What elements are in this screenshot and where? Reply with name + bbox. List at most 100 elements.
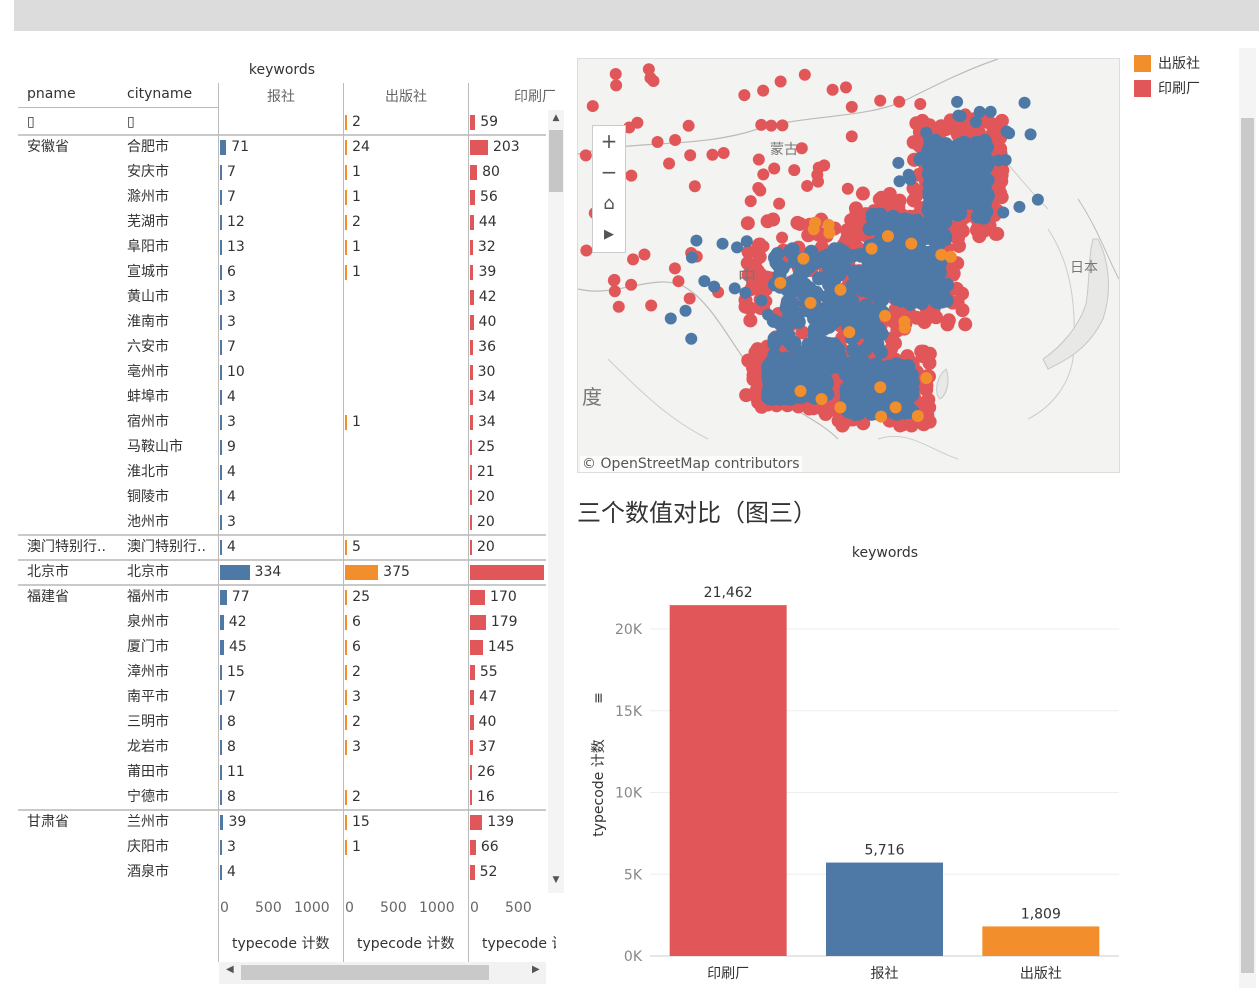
map-point[interactable] xyxy=(679,304,692,317)
map-point[interactable] xyxy=(815,312,830,327)
count-bar[interactable] xyxy=(470,390,473,405)
map-point[interactable] xyxy=(785,296,800,311)
map-point[interactable] xyxy=(819,355,834,370)
map-point[interactable] xyxy=(790,309,805,324)
map-point[interactable] xyxy=(879,309,892,322)
count-bar[interactable] xyxy=(345,240,347,255)
map-point[interactable] xyxy=(784,354,799,369)
table-row[interactable]: 莆田市 11 26 xyxy=(18,760,546,785)
count-bar[interactable] xyxy=(470,490,472,505)
map-point[interactable] xyxy=(946,266,961,281)
map-point[interactable] xyxy=(638,248,651,261)
map-point[interactable] xyxy=(731,241,744,254)
map-point[interactable] xyxy=(786,274,801,289)
map-point[interactable] xyxy=(895,417,910,432)
map-point[interactable] xyxy=(904,294,919,309)
map-point[interactable] xyxy=(814,302,829,317)
map-point[interactable] xyxy=(682,119,695,132)
map-point[interactable] xyxy=(776,231,789,244)
map-point[interactable] xyxy=(897,380,912,395)
table-row[interactable]: 宿州市 3 1 34 xyxy=(18,410,546,435)
map-point[interactable] xyxy=(688,180,701,193)
table-row[interactable]: 南平市 7 3 47 xyxy=(18,685,546,710)
map-point[interactable] xyxy=(818,159,831,172)
scroll-up-arrow-icon[interactable]: ▲ xyxy=(552,113,560,123)
axis-title[interactable]: typecode 计数 xyxy=(357,936,455,952)
table-row[interactable]: 澳门特别行.. 澳门特别行.. 4 5 20 xyxy=(18,535,546,560)
map-point[interactable] xyxy=(893,175,906,188)
map-point[interactable] xyxy=(934,185,947,198)
map-point[interactable] xyxy=(942,147,957,162)
count-bar[interactable] xyxy=(470,365,473,380)
count-bar[interactable] xyxy=(345,815,347,830)
map-point[interactable] xyxy=(941,313,956,328)
scroll-down-arrow-icon[interactable]: ▼ xyxy=(552,875,560,885)
table-row[interactable]: 池州市 3 20 xyxy=(18,510,546,535)
map-point[interactable] xyxy=(990,226,1005,241)
count-bar[interactable] xyxy=(220,615,224,630)
table-row[interactable]: 蚌埠市 4 34 xyxy=(18,385,546,410)
count-bar[interactable] xyxy=(470,265,474,280)
measure-header-baoshe[interactable]: 报社 xyxy=(267,89,295,105)
map-point[interactable] xyxy=(755,294,768,307)
count-bar[interactable] xyxy=(220,690,222,705)
map-point[interactable] xyxy=(950,207,965,222)
map-point[interactable] xyxy=(807,328,822,343)
count-bar[interactable] xyxy=(220,790,222,805)
map-attribution[interactable]: © OpenStreetMap contributors xyxy=(580,456,802,472)
map-point[interactable] xyxy=(859,298,874,313)
map-point[interactable] xyxy=(755,118,768,131)
map-point[interactable] xyxy=(973,105,986,118)
count-bar[interactable] xyxy=(345,790,347,805)
map-point[interactable] xyxy=(767,250,782,265)
map-point[interactable] xyxy=(773,197,786,210)
count-bar[interactable] xyxy=(470,440,473,455)
count-bar[interactable] xyxy=(220,365,222,380)
map-point[interactable] xyxy=(909,310,924,325)
map-point[interactable] xyxy=(856,379,871,394)
count-bar[interactable] xyxy=(345,415,347,430)
map-point[interactable] xyxy=(928,259,943,274)
count-bar[interactable] xyxy=(220,765,222,780)
map-point[interactable] xyxy=(1013,200,1026,213)
map-point[interactable] xyxy=(871,340,886,355)
map-point[interactable] xyxy=(669,134,682,147)
count-bar[interactable] xyxy=(345,565,379,580)
map-point[interactable] xyxy=(1018,96,1031,109)
count-bar[interactable] xyxy=(220,415,222,430)
count-bar[interactable] xyxy=(220,540,222,555)
map-point[interactable] xyxy=(728,282,741,295)
map-point[interactable] xyxy=(978,191,991,204)
map-point[interactable] xyxy=(892,156,905,169)
measure-header-yinshuachang[interactable]: 印刷厂 xyxy=(514,89,556,105)
count-bar[interactable] xyxy=(220,240,222,255)
map-point[interactable] xyxy=(931,295,946,310)
table-row[interactable]: 酒泉市 4 52 xyxy=(18,860,546,885)
map-point[interactable] xyxy=(763,391,778,406)
table-row[interactable]: 宁德市 8 2 16 xyxy=(18,785,546,810)
legend-item-yinshuachang[interactable]: 印刷厂 xyxy=(1134,79,1200,104)
map-point[interactable] xyxy=(889,271,904,286)
map-point[interactable] xyxy=(774,276,787,289)
map-point[interactable] xyxy=(834,283,847,296)
table-row[interactable]: 厦门市 45 6 145 xyxy=(18,635,546,660)
map-point[interactable] xyxy=(902,168,915,181)
count-bar[interactable] xyxy=(220,865,222,880)
map-point[interactable] xyxy=(781,317,796,332)
map-point[interactable] xyxy=(749,383,764,398)
map-point[interactable] xyxy=(885,210,900,225)
map-point[interactable] xyxy=(889,401,902,414)
count-bar[interactable] xyxy=(220,215,222,230)
china-map[interactable]: 蒙古 中 度 日本 + − ⌂ ▶ © OpenStreetMap contri… xyxy=(577,58,1120,473)
map-point[interactable] xyxy=(913,153,926,166)
map-point[interactable] xyxy=(579,149,592,162)
map-point[interactable] xyxy=(741,244,756,259)
map-point[interactable] xyxy=(744,195,757,208)
map-point[interactable] xyxy=(663,157,676,170)
map-point[interactable] xyxy=(969,116,982,129)
map-point[interactable] xyxy=(776,119,789,132)
map-point[interactable] xyxy=(885,366,900,381)
table-row[interactable]: 阜阳市 13 1 32 xyxy=(18,235,546,260)
map-point[interactable] xyxy=(910,213,924,228)
map-point[interactable] xyxy=(774,75,787,88)
